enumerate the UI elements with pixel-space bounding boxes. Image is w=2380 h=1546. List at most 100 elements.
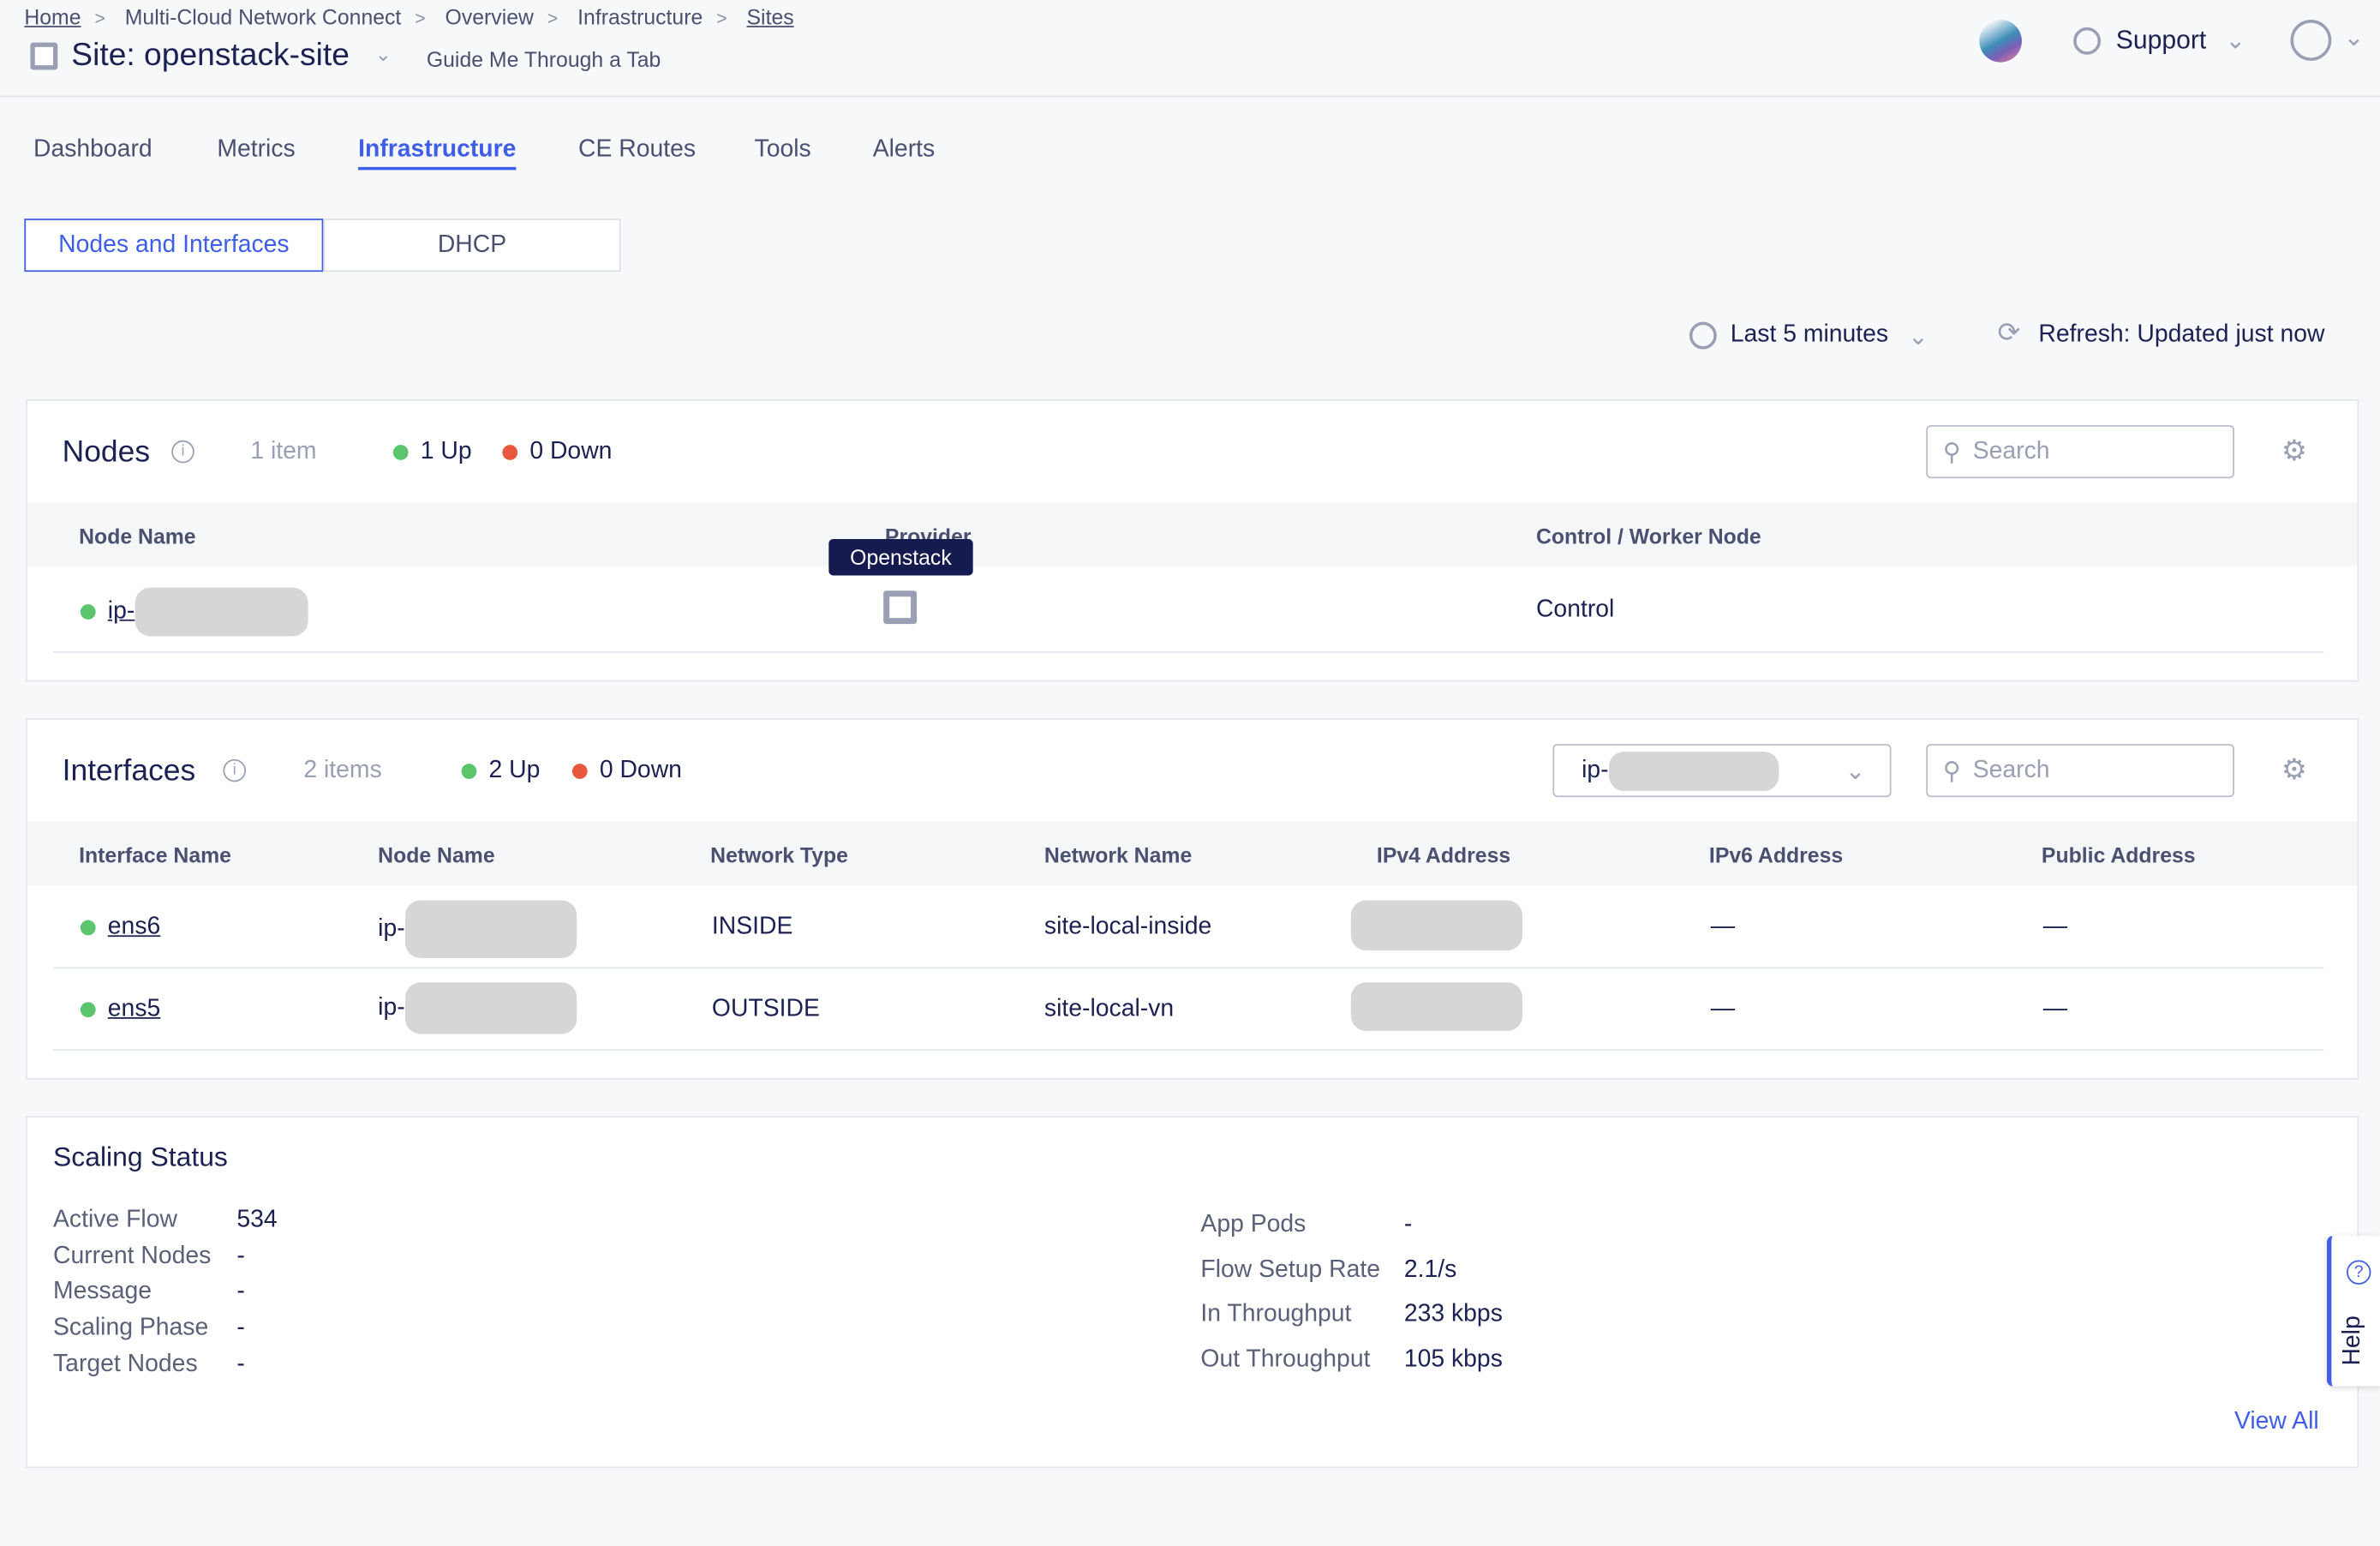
kv-label: Active Flow [53, 1207, 177, 1233]
scaling-title: Scaling Status [53, 1142, 228, 1172]
nodes-title: Nodes [62, 435, 151, 470]
up-dot [461, 763, 477, 779]
nodes-down: 0 Down [502, 439, 612, 466]
redacted [404, 982, 577, 1034]
info-icon[interactable]: i [223, 758, 247, 782]
interface-name: ens5 [80, 996, 161, 1023]
table-row[interactable]: ens6 ip- INSIDE site-local-inside — — [53, 885, 2324, 969]
search-placeholder: Search [1972, 757, 2050, 783]
openstack-icon [30, 42, 58, 70]
subtab-nodes-interfaces[interactable]: Nodes and Interfaces [24, 219, 324, 273]
redacted [1608, 751, 1779, 791]
help-tab[interactable]: ? Help [2327, 1236, 2380, 1387]
node-filter-select[interactable]: ip- ⌄ [1552, 744, 1892, 798]
gear-icon[interactable]: ⚙ [2281, 754, 2308, 787]
col-node-name[interactable]: Node Name [378, 842, 495, 867]
status-dot [80, 1001, 96, 1017]
up-dot [392, 444, 409, 460]
col-node-name[interactable]: Node Name [79, 524, 196, 548]
breadcrumb-mcnc[interactable]: Multi-Cloud Network Connect [124, 4, 402, 29]
nodes-count: 1 item [250, 439, 317, 465]
page-title[interactable]: Site: openstack-site [71, 38, 350, 74]
support-icon [2073, 27, 2102, 55]
refresh-button[interactable]: Refresh: Updated just now [2038, 321, 2325, 348]
col-public[interactable]: Public Address [2041, 842, 2196, 867]
time-range-select[interactable]: Last 5 minutes [1730, 321, 1889, 348]
help-icon: ? [2347, 1260, 2371, 1285]
kv-label: Out Throughput [1200, 1346, 1371, 1373]
down-label: 0 Down [599, 758, 682, 784]
openstack-icon[interactable] [883, 590, 918, 625]
search-placeholder: Search [1972, 438, 2050, 464]
interface-link[interactable]: ens6 [107, 914, 161, 940]
network-type: INSIDE [711, 914, 793, 940]
header-divider [0, 95, 2380, 98]
node-role: Control [1535, 596, 1615, 623]
table-row[interactable]: ens5 ip- OUTSIDE site-local-vn — — [53, 968, 2324, 1052]
table-row[interactable]: ip- Control [53, 566, 2324, 653]
tab-infrastructure[interactable]: Infrastructure [358, 136, 517, 171]
node-prefix: ip- [378, 994, 405, 1021]
info-icon[interactable]: i [171, 440, 194, 464]
public-address: — [2042, 996, 2068, 1022]
kv-value: - [236, 1315, 245, 1341]
refresh-icon[interactable]: ⟳ [1997, 317, 2021, 348]
node-name: ip- [80, 587, 308, 637]
interface-name: ens6 [80, 914, 161, 942]
col-ipv6[interactable]: IPv6 Address [1708, 842, 1844, 867]
nodes-search-input[interactable]: ⚲ Search [1926, 425, 2234, 479]
user-icon[interactable] [2290, 20, 2332, 61]
node-link[interactable]: ip- [107, 598, 135, 625]
tab-metrics[interactable]: Metrics [217, 136, 296, 163]
breadcrumb: Home > Multi-Cloud Network Connect > Overv… [24, 4, 794, 29]
node-name: ip- [378, 982, 577, 1034]
col-network-name[interactable]: Network Name [1043, 842, 1193, 867]
node-prefix: ip- [378, 915, 405, 942]
node-filter-value: ip- [1582, 757, 1609, 783]
breadcrumb-home[interactable]: Home [24, 4, 81, 29]
ipv6: — [1710, 914, 1736, 940]
redacted [135, 587, 308, 637]
tab-alerts[interactable]: Alerts [872, 136, 936, 163]
gear-icon[interactable]: ⚙ [2281, 435, 2308, 468]
kv-label: In Throughput [1200, 1302, 1352, 1328]
scaling-right: App Pods - Flow Setup Rate 2.1/s In Throug… [1200, 1202, 1502, 1383]
subtab-dhcp[interactable]: DHCP [323, 219, 621, 273]
view-all-link[interactable]: View All [2233, 1409, 2319, 1435]
provider-tooltip: Openstack [828, 538, 973, 576]
network-type: OUTSIDE [711, 996, 820, 1022]
interface-link[interactable]: ens5 [107, 996, 161, 1022]
chevron-down-icon[interactable]: ⌄ [2343, 26, 2365, 52]
interfaces-down: 0 Down [571, 758, 682, 785]
interfaces-search-input[interactable]: ⚲ Search [1926, 744, 2234, 798]
chevron-down-icon[interactable]: ⌄ [1908, 325, 1929, 351]
kv-value: 2.1/s [1403, 1256, 1457, 1283]
breadcrumb-sites[interactable]: Sites [746, 4, 794, 29]
down-dot [502, 444, 518, 460]
redacted [404, 900, 577, 958]
tab-ce-routes[interactable]: CE Routes [578, 136, 697, 163]
chevron-down-icon[interactable]: ⌄ [2225, 28, 2246, 55]
chevron-down-icon[interactable]: ⌄ [374, 42, 392, 66]
col-control-worker[interactable]: Control / Worker Node [1535, 524, 1761, 548]
guide-link[interactable]: Guide Me Through a Tab [426, 46, 661, 72]
kv-label: Message [53, 1279, 152, 1305]
kv-label: Scaling Phase [53, 1315, 209, 1341]
col-interface-name[interactable]: Interface Name [79, 842, 231, 867]
avatar-orb[interactable] [1979, 20, 2022, 63]
kv-value: - [1403, 1211, 1413, 1237]
interfaces-table-header: Interface Name Node Name Network Type Ne… [27, 821, 2358, 885]
kv-value: - [236, 1279, 245, 1305]
breadcrumb-overview[interactable]: Overview [445, 4, 534, 29]
ipv6: — [1710, 996, 1736, 1022]
nodes-card: Nodes i 1 item 1 Up 0 Down ⚲ Search ⚙ Nod… [26, 398, 2359, 682]
kv-value: 105 kbps [1403, 1346, 1503, 1373]
kv-value: 534 [236, 1207, 278, 1233]
tab-dashboard[interactable]: Dashboard [33, 136, 152, 163]
support-menu[interactable]: Support [2115, 26, 2207, 55]
tab-tools[interactable]: Tools [754, 136, 811, 163]
nodes-up: 1 Up [392, 439, 472, 466]
breadcrumb-infrastructure[interactable]: Infrastructure [577, 4, 703, 29]
col-network-type[interactable]: Network Type [710, 842, 848, 867]
col-ipv4[interactable]: IPv4 Address [1376, 842, 1511, 867]
